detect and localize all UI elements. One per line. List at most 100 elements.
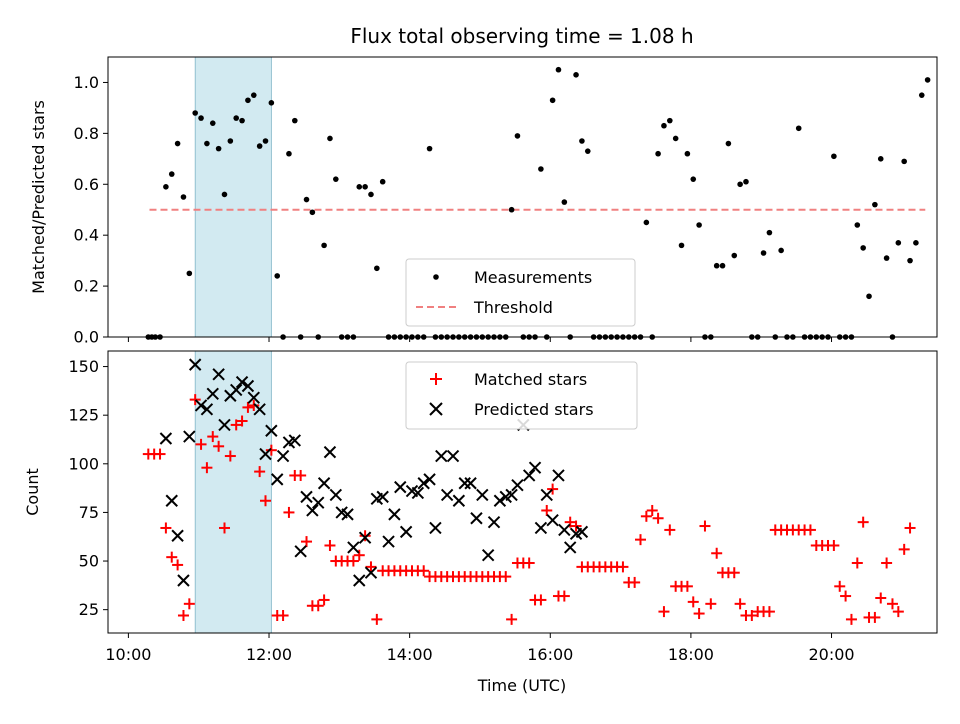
matched-star-point: [728, 567, 740, 579]
predicted-star-point: [458, 477, 471, 490]
y-tick-label: 0.8: [74, 124, 99, 143]
predicted-star-point: [481, 548, 495, 562]
measurement-point: [913, 240, 919, 246]
matched-star-point: [629, 576, 641, 588]
predicted-star-point: [341, 508, 354, 521]
y-tick-label: 25: [79, 600, 99, 619]
measurement-point: [549, 97, 556, 104]
legend-label-matched: Matched stars: [474, 370, 587, 389]
predicted-star-point: [247, 391, 260, 404]
measurement-point: [561, 199, 568, 205]
predicted-star-point: [276, 449, 290, 463]
predicted-star-point: [259, 447, 272, 461]
measurement-point: [245, 97, 251, 104]
measurement-point: [303, 196, 310, 203]
matched-star-point: [236, 415, 248, 427]
y-tick-label: 0.0: [74, 328, 99, 347]
measurement-point: [579, 138, 585, 144]
measurement-point: [918, 92, 925, 98]
measurement-point: [379, 178, 386, 185]
x-axis-label: Time (UTC): [477, 676, 566, 695]
count-panel: 25 50 75 100 125 150 10:00 12:00 14:00 16:00 18:0…: [23, 350, 938, 695]
measurement-point: [174, 140, 181, 147]
predicted-star-point: [522, 469, 536, 482]
matched-star-point: [242, 401, 254, 413]
matched-star-point: [359, 530, 371, 542]
predicted-star-point: [364, 566, 378, 579]
measurement-point: [854, 222, 861, 228]
measurement-point: [250, 92, 257, 98]
x-tick-label: 14:00: [387, 645, 433, 664]
predicted-star-point: [563, 541, 577, 554]
matched-star-point: [658, 606, 670, 618]
matched-star-point: [640, 510, 652, 522]
matched-star-point: [547, 483, 559, 495]
matched-star-point: [418, 565, 430, 577]
y-tick-label: 125: [68, 406, 99, 425]
measurement-point: [907, 257, 913, 264]
matched-star-point: [664, 524, 676, 536]
predicted-star-point: [382, 535, 395, 548]
measurement-point: [895, 240, 902, 246]
y-tick-label: 0.2: [74, 277, 99, 296]
measurement-point: [555, 66, 562, 73]
measurement-point: [760, 250, 767, 256]
matched-star-point: [845, 613, 857, 625]
measurement-point: [327, 135, 333, 142]
x-tick-label: 10:00: [105, 645, 151, 664]
matched-star-point: [734, 598, 746, 610]
matched-star-point: [869, 611, 881, 623]
x-tick-label: 12:00: [246, 645, 292, 664]
matched-star-point: [535, 594, 547, 606]
measurement-point: [690, 176, 697, 182]
predicted-star-point: [353, 574, 366, 587]
measurement-point: [831, 153, 837, 160]
measurement-point: [233, 115, 240, 121]
matched-star-point: [523, 557, 535, 569]
count-y-axis-label: Count: [23, 468, 42, 516]
matched-star-point: [834, 580, 846, 592]
ratio-legend: Measurements Threshold: [405, 258, 636, 327]
matched-star-point: [183, 598, 195, 610]
measurement-point: [573, 72, 579, 78]
matched-star-point: [687, 596, 699, 608]
measurement-point: [778, 247, 784, 254]
predicted-stars-points: [159, 358, 589, 587]
legend-label-measurements: Measurements: [474, 268, 592, 287]
predicted-star-point: [200, 403, 214, 416]
measurement-point: [678, 242, 685, 249]
matched-star-point: [254, 466, 266, 478]
measurement-point: [924, 77, 931, 83]
measurement-point: [362, 184, 368, 190]
predicted-star-point: [476, 488, 489, 502]
matched-star-point: [541, 504, 553, 516]
predicted-star-point: [171, 529, 184, 542]
matched-star-point: [635, 534, 647, 546]
predicted-star-point: [177, 574, 190, 587]
measurement-point: [426, 145, 433, 152]
legend-marker-matched: [430, 373, 442, 385]
matched-star-point: [681, 580, 693, 592]
predicted-star-point: [399, 525, 413, 539]
predicted-star-point: [435, 449, 448, 463]
x-tick-label: 16:00: [527, 645, 573, 664]
matched-star-point: [857, 516, 869, 528]
predicted-star-point: [493, 494, 507, 507]
predicted-star-point: [464, 477, 477, 490]
matched-star-point: [617, 561, 629, 573]
predicted-star-point: [159, 432, 173, 445]
measurement-point: [221, 191, 228, 198]
measurement-point: [274, 273, 281, 279]
predicted-star-point: [323, 445, 337, 459]
measurement-point: [584, 148, 591, 154]
predicted-star-point: [440, 488, 454, 502]
measurement-point: [180, 194, 187, 200]
matched-star-point: [230, 419, 242, 431]
matched-star-point: [365, 561, 377, 573]
predicted-star-point: [235, 375, 249, 389]
measurement-point: [186, 270, 193, 277]
measurement-point: [374, 265, 380, 272]
matched-star-point: [213, 440, 225, 452]
matched-stars-points: [142, 394, 916, 625]
predicted-star-point: [206, 387, 219, 400]
